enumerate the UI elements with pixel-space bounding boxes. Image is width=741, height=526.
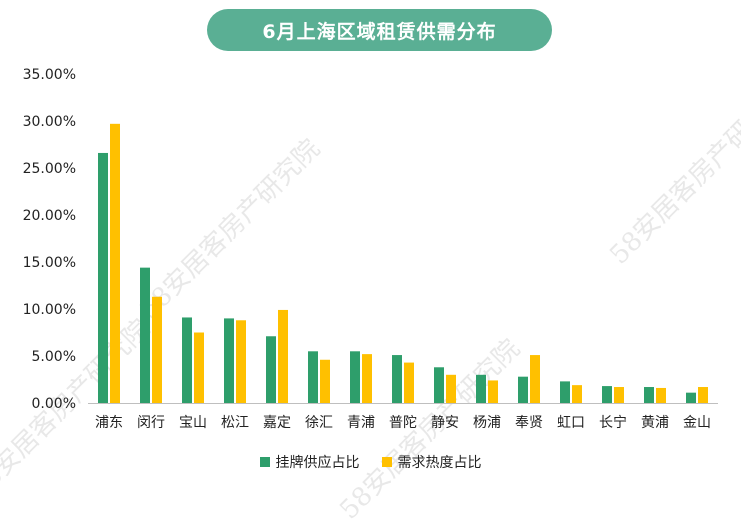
x-category-label: 静安 <box>431 415 459 431</box>
bar-demand <box>530 355 540 403</box>
bar-demand <box>404 362 414 403</box>
x-category-label: 长宁 <box>599 414 627 431</box>
bar-supply <box>140 267 150 403</box>
bar-demand <box>320 359 330 403</box>
bar-demand <box>446 374 456 403</box>
y-tick-label: 5.00% <box>32 349 76 365</box>
bar-supply <box>560 381 570 403</box>
bar-supply <box>644 387 654 403</box>
bar-supply <box>476 374 486 403</box>
legend-label-supply: 挂牌供应占比 <box>275 455 360 471</box>
bar-demand <box>362 354 372 403</box>
legend-swatch-demand <box>381 457 392 467</box>
x-category-label: 金山 <box>683 415 711 431</box>
y-tick-label: 35.00% <box>23 67 76 83</box>
y-tick-label: 0.00% <box>32 396 76 412</box>
x-category-label: 虹口 <box>557 415 585 431</box>
bar-demand <box>194 332 204 403</box>
bar-demand <box>278 309 288 403</box>
bar-demand <box>614 387 624 403</box>
chart-title: 6月上海区域租赁供需分布 <box>207 9 552 51</box>
legend: 挂牌供应占比 需求热度占比 <box>0 452 741 472</box>
bar-demand <box>236 320 246 403</box>
bar-demand <box>110 123 120 403</box>
bar-supply <box>98 152 108 403</box>
bar-supply <box>350 351 360 403</box>
bar-supply <box>308 351 318 403</box>
x-category-label: 松江 <box>221 415 249 431</box>
x-category-label: 黄浦 <box>641 414 669 431</box>
bar-supply <box>392 355 402 403</box>
bar-supply <box>434 367 444 403</box>
x-category-label: 奉贤 <box>515 415 543 431</box>
bar-supply <box>266 336 276 403</box>
bar-supply <box>182 317 192 403</box>
legend-label-demand: 需求热度占比 <box>397 455 482 471</box>
y-tick-label: 30.00% <box>23 114 76 130</box>
bar-demand <box>152 296 162 403</box>
y-tick-label: 25.00% <box>23 161 76 177</box>
bar-demand <box>572 385 582 403</box>
legend-item-demand: 需求热度占比 <box>381 452 482 472</box>
legend-swatch-supply <box>259 457 270 467</box>
bar-supply <box>686 392 696 403</box>
legend-item-supply: 挂牌供应占比 <box>259 452 360 472</box>
bar-demand <box>656 387 666 403</box>
x-category-label: 闵行 <box>137 415 165 431</box>
bar-supply <box>518 376 528 403</box>
x-category-label: 徐汇 <box>305 415 333 431</box>
y-tick-label: 15.00% <box>23 255 76 271</box>
y-tick-label: 20.00% <box>23 208 76 224</box>
x-category-label: 宝山 <box>179 415 207 431</box>
x-category-label: 普陀 <box>389 415 417 431</box>
y-tick-label: 10.00% <box>23 302 76 318</box>
bar-demand <box>698 387 708 403</box>
x-category-label: 嘉定 <box>263 415 291 431</box>
bar-demand <box>488 380 498 403</box>
x-category-label: 青浦 <box>347 415 375 431</box>
bar-supply <box>602 386 612 403</box>
bar-supply <box>224 318 234 403</box>
x-category-label: 杨浦 <box>473 415 501 431</box>
x-category-label: 浦东 <box>95 415 123 431</box>
bar-chart: 0.00% 5.00% 10.00% 15.00% 20.00% 25.00% 30.00%… <box>23 67 718 431</box>
